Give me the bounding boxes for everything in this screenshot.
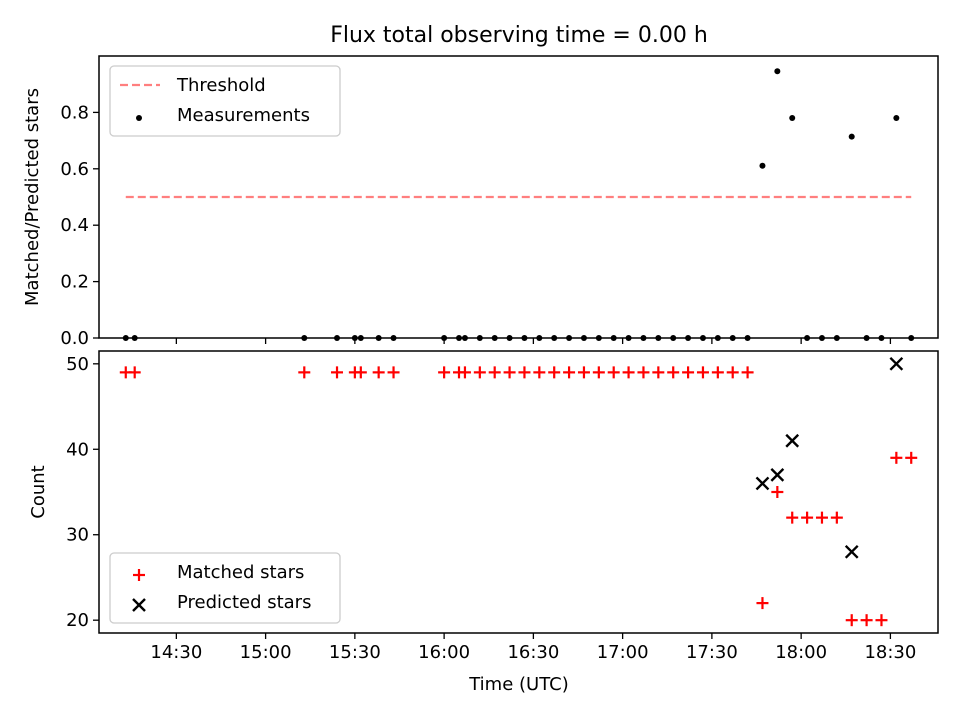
measurements-point (789, 115, 796, 122)
top-y-tick-label: 0.2 (60, 272, 89, 293)
predicted-stars-point (770, 468, 785, 482)
measurements-point (848, 133, 855, 140)
matched-stars-point (331, 366, 344, 379)
matched-stars-point (786, 511, 799, 524)
bottom-plot-frame (98, 350, 939, 634)
top-y-tick-label: 0.6 (60, 159, 89, 180)
top-y-axis-label: Matched/Predicted stars (22, 88, 43, 306)
top-legend-box (109, 65, 341, 137)
predicted-stars-point-b (770, 468, 785, 482)
matched-stars-point (830, 511, 843, 524)
bottom-y-tick-label: 20 (66, 610, 89, 631)
predicted-stars-point (889, 356, 904, 371)
matched-stars-point (652, 366, 665, 379)
measurements-point (774, 68, 781, 75)
bottom-x-tick-label: 17:00 (597, 642, 649, 663)
measurements-point (893, 115, 900, 122)
matched-stars-point (438, 366, 451, 379)
matched-stars-point (845, 614, 858, 627)
matched-stars-point (890, 451, 903, 464)
bottom-x-tick-label: 15:30 (329, 642, 381, 663)
matched-stars-point (473, 366, 486, 379)
predicted-stars-point-b (844, 544, 859, 559)
predicted-stars-point-b (889, 356, 904, 371)
legend-matched-swatch (133, 569, 145, 581)
bottom-y-tick-label: 40 (66, 439, 89, 460)
matched-stars-point (577, 366, 590, 379)
bottom-y-axis-label: Count (28, 465, 49, 518)
matched-stars-point (372, 366, 385, 379)
matched-stars-point (756, 597, 769, 610)
bottom-y-tick-label: 30 (66, 525, 89, 546)
matched-stars-point (518, 366, 531, 379)
bottom-x-tick-label: 16:00 (418, 642, 470, 663)
legend-label: Predicted stars (177, 592, 311, 613)
top-legend: Threshold Measurements (109, 65, 341, 137)
matched-stars-point (354, 366, 367, 379)
legend-label: Threshold (176, 75, 266, 96)
matched-stars-point (298, 366, 311, 379)
matched-stars-point (696, 366, 709, 379)
matched-stars-point (771, 486, 784, 498)
top-plot: 0.0 0.2 0.4 0.6 0.8 Threshold Measurements (60, 55, 939, 349)
x-axis-label: Time (UTC) (468, 674, 569, 695)
legend-measurements-swatch (136, 115, 142, 121)
matched-stars-point (533, 366, 546, 379)
bottom-x-tick-label: 15:00 (240, 642, 292, 663)
matched-stars-point (711, 366, 724, 379)
matched-stars-point (741, 366, 754, 379)
matched-stars-point (905, 451, 918, 464)
matched-stars-point (801, 511, 814, 524)
bottom-legend-box (109, 552, 341, 624)
bottom-x-tick-label: 18:30 (864, 642, 916, 663)
matched-stars-point (860, 614, 873, 627)
bottom-plot: 14:30 15:00 15:30 16:00 16:30 17:00 17:30 18:00… (66, 350, 939, 663)
top-y-tick-label: 0.4 (60, 215, 89, 236)
matched-stars-point (726, 366, 739, 379)
legend-predicted-swatch (132, 598, 146, 612)
measurements-point (759, 162, 766, 169)
matched-stars-point (548, 366, 561, 379)
predicted-stars-point-b (755, 476, 770, 491)
legend-label: Measurements (177, 105, 310, 126)
bottom-x-tick-label: 18:00 (775, 642, 827, 663)
bottom-x-tick-label: 17:30 (686, 642, 738, 663)
matched-stars-point (387, 366, 400, 379)
matched-stars-point (875, 614, 888, 627)
predicted-stars-point (785, 433, 800, 448)
matched-stars-point (128, 366, 141, 379)
bottom-y-tick-label: 50 (66, 354, 89, 375)
matched-stars-point (503, 366, 516, 379)
predicted-stars-point (755, 476, 770, 491)
predicted-stars-point-b (785, 433, 800, 448)
matched-stars-point (607, 366, 620, 379)
matched-stars-point (637, 366, 650, 379)
matched-stars-point (667, 366, 680, 379)
top-y-tick-label: 0.8 (60, 102, 89, 123)
matched-stars-point (488, 366, 501, 379)
bottom-legend: Matched stars Predicted stars (109, 552, 341, 624)
chart-title: Flux total observing time = 0.00 h (330, 23, 708, 48)
predicted-stars-point (844, 544, 859, 559)
matched-stars-point (458, 366, 471, 379)
matched-stars-point (563, 366, 576, 379)
top-y-tick-label: 0.0 (60, 328, 89, 349)
matched-stars-point (622, 366, 635, 379)
matched-stars-point (592, 366, 605, 379)
matched-stars-point (815, 511, 828, 524)
legend-predicted-swatch-b (132, 598, 146, 612)
matched-stars-point (682, 366, 695, 379)
legend-label: Matched stars (177, 562, 304, 583)
bottom-x-tick-label: 16:30 (507, 642, 559, 663)
bottom-x-tick-label: 14:30 (150, 642, 202, 663)
top-plot-frame (98, 55, 939, 339)
